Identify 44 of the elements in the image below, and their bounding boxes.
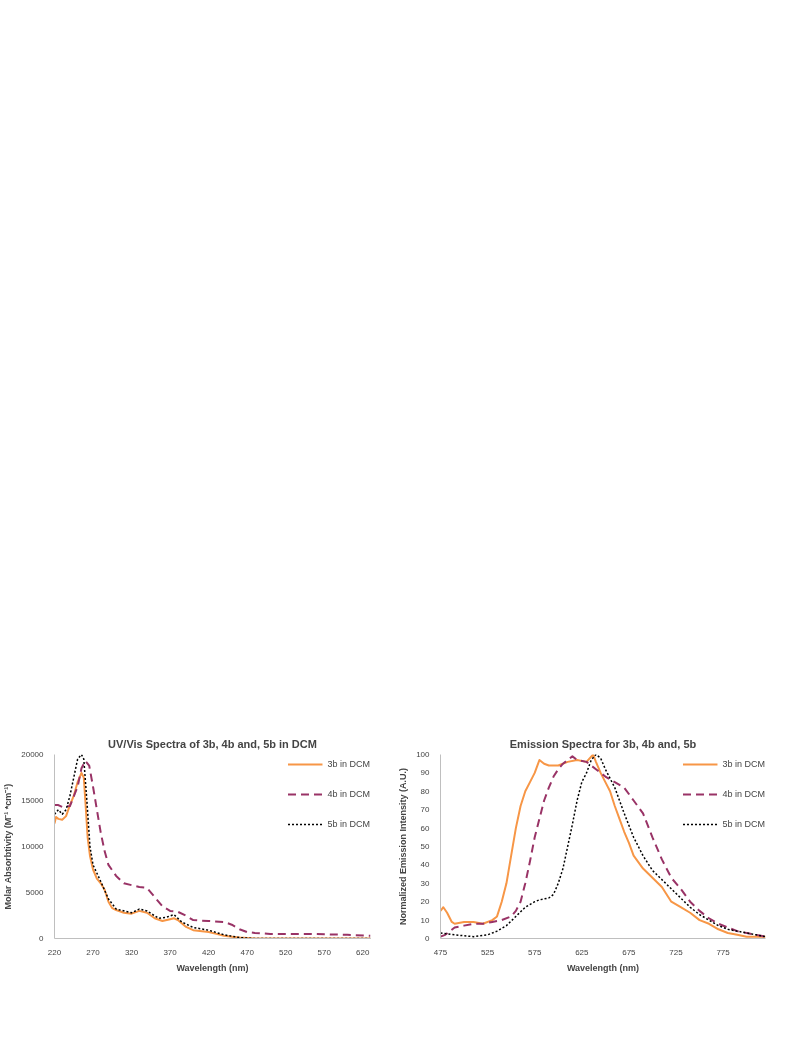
- legend-label: 4b in DCM: [722, 789, 765, 799]
- x-tick-label: 370: [163, 947, 178, 957]
- y-tick-label: 0: [425, 934, 431, 943]
- legend-label: 5b in DCM: [327, 819, 370, 829]
- x-tick-label: 420: [201, 947, 216, 957]
- legend-label: 4b in DCM: [327, 789, 370, 799]
- x-tick-label: 525: [480, 947, 495, 957]
- y-tick-label: 50: [420, 842, 431, 851]
- chart-title: UV/Vis Spectra of 3b, 4b and, 5b in DCM: [108, 737, 317, 750]
- x-tick-label: 470: [240, 947, 255, 957]
- y-tick-label: 100: [416, 750, 431, 759]
- legend-label: 3b in DCM: [327, 759, 370, 769]
- chart-title: Emission Spectra for 3b, 4b and, 5b: [509, 737, 697, 750]
- x-tick-label: 575: [528, 947, 542, 957]
- y-tick-label: 80: [420, 786, 431, 796]
- y-axis-title: Normalized Emission Intensity (A.U.): [398, 767, 409, 926]
- x-tick-label: 775: [716, 947, 731, 957]
- y-tick-label: 10000: [21, 842, 45, 851]
- x-tick-label: 320: [124, 947, 139, 957]
- y-tick-label: 70: [420, 805, 431, 815]
- x-tick-label: 675: [622, 947, 637, 957]
- y-tick-label: 5000: [25, 888, 45, 897]
- y-axis-title: Molar Absorbtivity (M⁻¹ *cm⁻¹): [3, 783, 14, 910]
- x-tick-label: 570: [317, 947, 332, 957]
- x-tick-label: 270: [86, 947, 101, 957]
- legend-label: 5b in DCM: [722, 819, 765, 829]
- y-tick-label: 15000: [21, 796, 45, 805]
- y-tick-label: 40: [420, 860, 431, 870]
- y-tick-label: 20000: [21, 750, 45, 759]
- x-tick-label: 520: [279, 947, 293, 957]
- legend-label: 3b in DCM: [722, 759, 765, 769]
- y-tick-label: 20: [420, 897, 431, 907]
- x-tick-label: 220: [47, 947, 62, 957]
- x-tick-label: 475: [433, 947, 448, 957]
- x-tick-label: 625: [575, 947, 590, 957]
- y-tick-label: 90: [420, 768, 431, 778]
- x-tick-label: 620: [356, 947, 371, 957]
- x-axis-title: Wavelength (nm): [566, 962, 640, 973]
- y-tick-label: 30: [420, 878, 431, 888]
- y-tick-label: 10: [420, 915, 431, 925]
- x-axis-title: Wavelength (nm): [176, 962, 249, 973]
- y-tick-label: 0: [39, 934, 45, 943]
- y-tick-label: 60: [420, 823, 431, 833]
- x-tick-label: 725: [669, 947, 684, 957]
